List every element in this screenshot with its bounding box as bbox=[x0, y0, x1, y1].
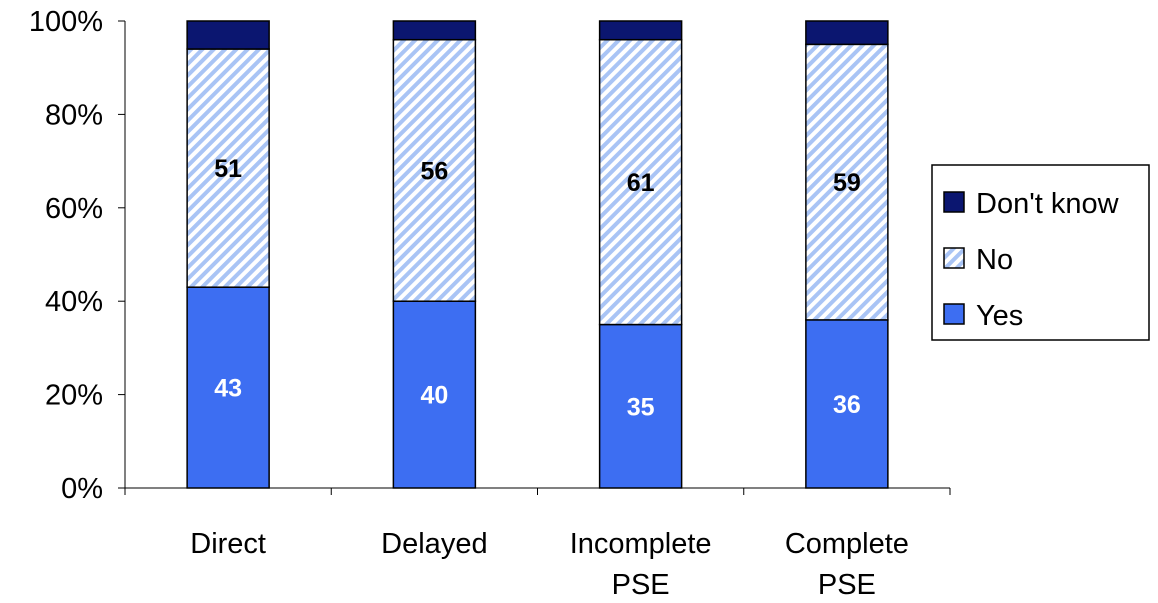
data-label: 43 bbox=[214, 375, 242, 403]
x-category-label: PSE bbox=[818, 569, 876, 601]
data-label: 51 bbox=[214, 155, 242, 183]
y-tick-label: 0% bbox=[61, 473, 103, 505]
bar-segment-no bbox=[186, 48, 270, 288]
x-category-label: Delayed bbox=[381, 528, 487, 560]
data-label: 56 bbox=[420, 157, 448, 185]
legend-label: Yes bbox=[976, 300, 1023, 332]
legend-label: Don't know bbox=[976, 188, 1120, 220]
data-labels: 43 51 40 56 35 61 36 59 bbox=[214, 155, 861, 421]
y-tick-label: 20% bbox=[45, 380, 103, 412]
bar-segment-yes bbox=[186, 286, 270, 489]
y-tick-label: 80% bbox=[45, 99, 103, 131]
x-category-label: PSE bbox=[612, 569, 670, 601]
data-label: 40 bbox=[420, 382, 448, 410]
y-tick-label: 60% bbox=[45, 193, 103, 225]
data-label: 36 bbox=[833, 391, 861, 419]
bar-segment-don-t-know bbox=[186, 20, 270, 50]
bar-segment-don-t-know bbox=[598, 20, 683, 41]
bar-segment-no bbox=[805, 43, 889, 321]
legend-box bbox=[931, 164, 1150, 341]
bar-segment-yes bbox=[392, 300, 477, 489]
bar-segment-don-t-know bbox=[805, 20, 889, 46]
bar-segment-no bbox=[392, 38, 477, 302]
axes: 0% 20% 40% 60% 80% 100% Direct Delayed Incomplet… bbox=[29, 6, 951, 601]
x-category-label: Direct bbox=[190, 528, 266, 560]
bar-segment-yes bbox=[805, 319, 889, 489]
legend-swatch bbox=[943, 191, 965, 213]
data-label: 61 bbox=[627, 169, 655, 197]
legend-swatch bbox=[943, 303, 965, 325]
legend-swatch bbox=[943, 247, 965, 269]
y-tick-label: 100% bbox=[29, 6, 103, 38]
x-category-label: Complete bbox=[785, 528, 909, 560]
y-tick-label: 40% bbox=[45, 286, 103, 318]
bars bbox=[186, 20, 889, 489]
data-label: 59 bbox=[833, 169, 861, 197]
bar-segment-don-t-know bbox=[392, 20, 477, 41]
x-category-label: Incomplete bbox=[570, 528, 712, 560]
data-label: 35 bbox=[627, 393, 655, 421]
legend-label: No bbox=[976, 244, 1013, 276]
legend: Don't know No Yes bbox=[931, 164, 1150, 341]
